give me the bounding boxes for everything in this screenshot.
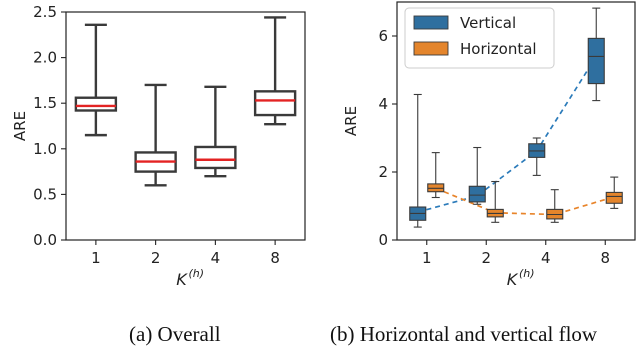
y-tick-label: 0.5 bbox=[33, 185, 57, 203]
box bbox=[605, 191, 623, 204]
x-axis-label-superscript: (h) bbox=[189, 267, 205, 280]
y-axis-label: ARE bbox=[11, 111, 29, 141]
x-tick-label: 2 bbox=[481, 249, 491, 267]
caption-horizontal-vertical: (b) Horizontal and vertical flow bbox=[330, 322, 598, 346]
x-axis-label-superscript: (h) bbox=[519, 267, 535, 280]
plot-frame bbox=[65, 11, 306, 241]
chart-horizontal-vertical: 0 2 4 6 1 2 4 8 ARE K (h) Vertical Horizontal bbox=[342, 1, 636, 289]
x-axis-label: K bbox=[176, 270, 188, 289]
y-tick-label: 4 bbox=[378, 95, 388, 113]
legend-swatch-vertical bbox=[413, 15, 449, 30]
legend-label-vertical: Vertical bbox=[460, 14, 516, 32]
x-tick-label: 1 bbox=[422, 249, 432, 267]
box bbox=[587, 37, 605, 85]
box bbox=[74, 96, 118, 112]
plot-frame bbox=[396, 1, 636, 241]
y-tick-label: 0 bbox=[378, 231, 388, 249]
caption-overall: (a) Overall bbox=[129, 322, 221, 346]
x-axis-label: K bbox=[507, 270, 519, 289]
y-tick-label: 6 bbox=[378, 27, 388, 45]
x-tick-label: 1 bbox=[91, 249, 101, 267]
trend-line-vertical bbox=[417, 55, 597, 213]
x-tick-label: 8 bbox=[270, 249, 280, 267]
box bbox=[194, 145, 237, 170]
y-tick-label: 2.0 bbox=[33, 49, 57, 67]
legend-label-horizontal: Horizontal bbox=[460, 40, 537, 58]
legend-swatch-horizontal bbox=[413, 41, 449, 56]
x-tick-label: 8 bbox=[600, 249, 610, 267]
x-tick-label: 4 bbox=[541, 249, 551, 267]
x-tick-label: 2 bbox=[151, 249, 161, 267]
y-tick-label: 2.5 bbox=[33, 3, 57, 21]
y-tick-label: 1.5 bbox=[33, 94, 57, 112]
y-axis-label: ARE bbox=[342, 106, 360, 136]
y-tick-label: 0.0 bbox=[33, 231, 57, 249]
box bbox=[468, 185, 486, 203]
box bbox=[253, 90, 297, 117]
x-tick-label: 4 bbox=[211, 249, 221, 267]
chart-overall: 0.0 0.5 1.0 1.5 2.0 2.5 1 2 4 8 ARE K (h) bbox=[11, 3, 306, 289]
trend-line-horizontal bbox=[435, 187, 615, 216]
y-tick-label: 2 bbox=[378, 163, 388, 181]
y-tick-label: 1.0 bbox=[33, 140, 57, 158]
